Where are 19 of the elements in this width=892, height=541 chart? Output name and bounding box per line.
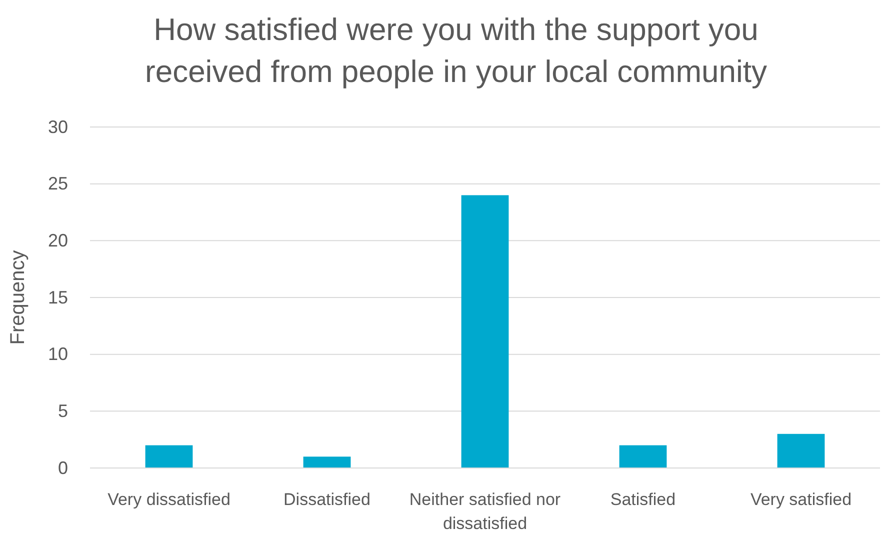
y-axis-title: Frequency	[7, 250, 29, 345]
x-tick-label: Satisfied	[610, 490, 676, 509]
y-tick-label: 30	[48, 116, 68, 137]
chart-title: How satisfied were you with the support you received from people in your local community	[145, 12, 768, 89]
bar	[145, 445, 193, 468]
bar	[303, 456, 351, 468]
x-tick-label: Very satisfied	[750, 490, 852, 509]
y-tick-label: 10	[48, 344, 68, 364]
x-tick-label: Dissatisfied	[284, 490, 370, 509]
y-tick-label: 0	[58, 458, 68, 478]
y-tick-label: 25	[48, 174, 68, 194]
x-tick-label: Very dissatisfied	[108, 490, 230, 509]
y-tick-label: 15	[48, 287, 68, 308]
bar	[777, 434, 825, 468]
x-tick-label: Neither satisfied nor dissatisfied	[409, 490, 561, 533]
bar	[461, 195, 509, 468]
y-tick-label: 5	[58, 400, 68, 421]
y-tick-label: 20	[48, 230, 68, 250]
bar	[619, 445, 667, 468]
